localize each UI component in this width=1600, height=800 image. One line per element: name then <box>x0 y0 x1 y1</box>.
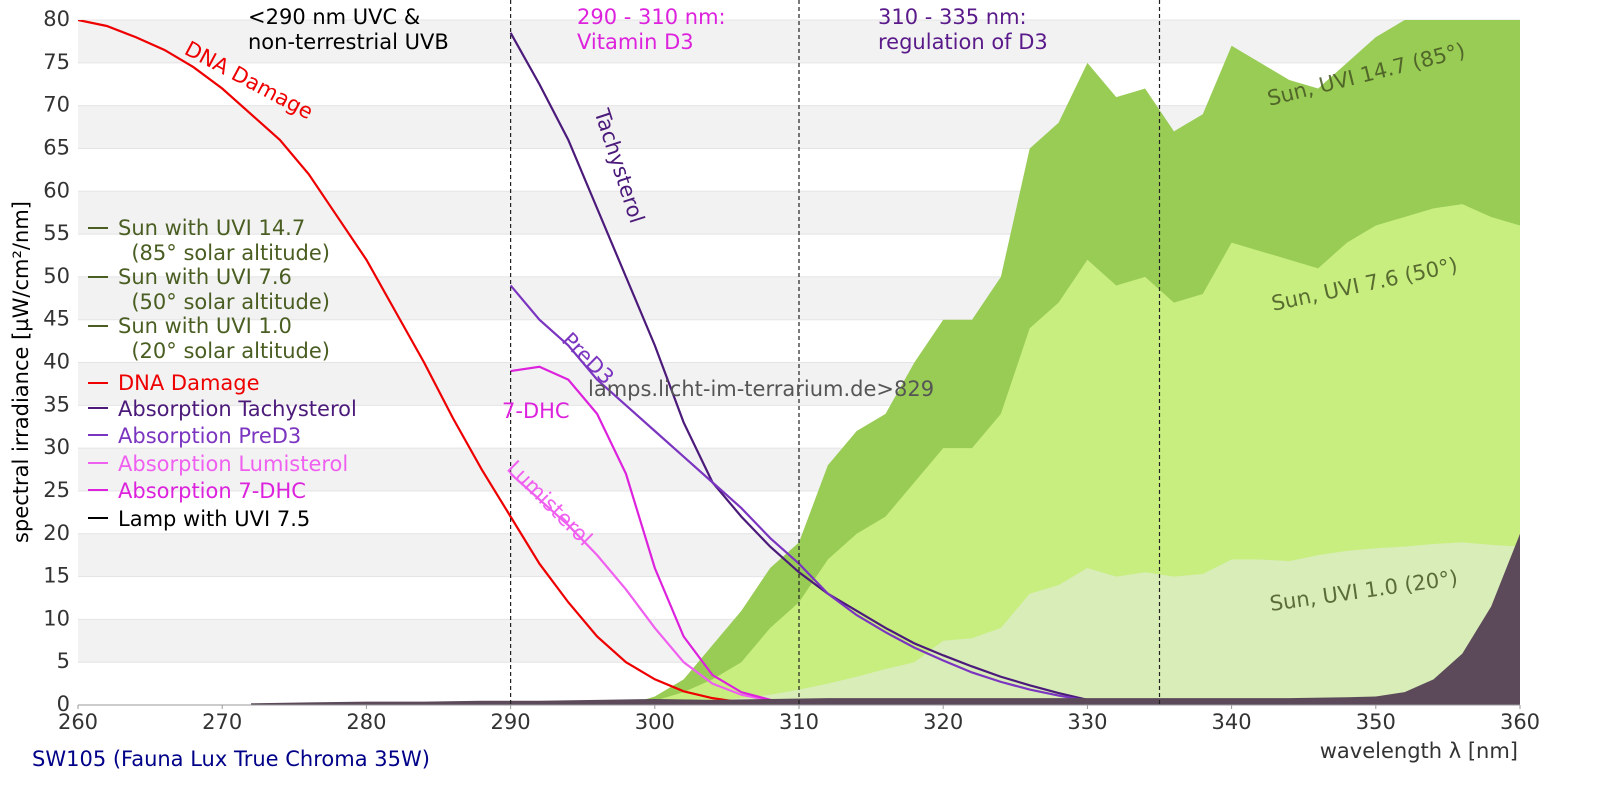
line <box>78 20 742 704</box>
area <box>597 542 1520 705</box>
y-axis-title: spectral irradiance [µW/cm²/nm] <box>9 201 33 543</box>
legend-symbol <box>88 382 108 384</box>
y-tick-label: 40 <box>43 350 70 374</box>
x-axis-title: wavelength λ [nm] <box>1320 739 1518 763</box>
y-tick-label: 15 <box>43 564 70 588</box>
legend-symbol <box>88 276 108 278</box>
x-tick-label: 310 <box>779 710 819 734</box>
y-tick-label: 10 <box>43 606 70 630</box>
legend-entry: Sun with UVI 7.6 (50° solar altitude) <box>86 265 357 314</box>
region-annotation: <290 nm UVC & non-terrestrial UVB <box>248 5 449 54</box>
legend-label: Absorption 7-DHC <box>118 479 306 503</box>
y-tick-label: 50 <box>43 264 70 288</box>
x-tick-label: 280 <box>346 710 386 734</box>
line <box>509 284 1117 705</box>
legend-entry: Sun with UVI 1.0 (20° solar altitude) <box>86 314 357 363</box>
legend-symbol <box>88 489 108 491</box>
y-tick-label: 30 <box>43 435 70 459</box>
plot-area <box>78 20 1520 705</box>
legend-label: Lamp with UVI 7.5 <box>118 506 311 531</box>
x-tick-label: 270 <box>202 710 242 734</box>
curve-label: 7-DHC <box>502 399 570 423</box>
x-tick-label: 290 <box>491 710 531 734</box>
legend-symbol <box>88 516 108 519</box>
y-tick-label: 5 <box>57 649 70 673</box>
footer: SW105 (Fauna Lux True Chroma 35W) <box>32 747 430 771</box>
legend-entry: Sun with UVI 14.7 (85° solar altitude) <box>86 216 357 265</box>
legend-symbol <box>88 227 108 229</box>
x-tick-label: 260 <box>58 710 98 734</box>
y-tick-label: 70 <box>43 93 70 117</box>
legend-symbol <box>88 406 108 409</box>
legend-label: Sun with UVI 7.6 (50° solar altitude) <box>118 265 330 314</box>
grid-band <box>78 20 1520 63</box>
legend-label: DNA Damage <box>118 371 260 395</box>
legend-label: Sun with UVI 14.7 (85° solar altitude) <box>118 216 330 265</box>
region-annotation: 290 - 310 nm: Vitamin D3 <box>577 5 726 54</box>
legend-label: Sun with UVI 1.0 (20° solar altitude) <box>118 314 330 363</box>
legend-label: Absorption Lumisterol <box>118 451 349 476</box>
x-tick-label: 300 <box>635 710 675 734</box>
legend-symbol <box>88 461 108 464</box>
legend-entry: Absorption PreD3 <box>86 423 357 451</box>
legend-entry: Absorption Lumisterol <box>86 451 357 479</box>
x-tick-label: 360 <box>1500 710 1540 734</box>
watermark: lamps.licht-im-terrarium.de>829 <box>588 377 935 401</box>
legend-entry: Lamp with UVI 7.5 <box>86 506 357 534</box>
y-tick-label: 60 <box>43 178 70 202</box>
line <box>509 32 1117 705</box>
legend-entry: Absorption 7-DHC <box>86 478 357 506</box>
x-tick-label: 330 <box>1067 710 1107 734</box>
legend-entry: DNA Damage <box>86 371 357 396</box>
region-annotation: 310 - 335 nm: regulation of D3 <box>878 5 1048 54</box>
legend: Sun with UVI 14.7 (85° solar altitude) Su… <box>86 216 357 533</box>
y-tick-label: 80 <box>43 7 70 31</box>
legend-label: Absorption PreD3 <box>118 424 302 448</box>
legend-symbol <box>88 325 108 327</box>
x-tick-label: 340 <box>1212 710 1252 734</box>
legend-entry: Absorption Tachysterol <box>86 396 357 424</box>
y-tick-label: 55 <box>43 221 70 245</box>
x-tick-label: 350 <box>1356 710 1396 734</box>
y-tick-label: 65 <box>43 135 70 159</box>
legend-label: Absorption Tachysterol <box>118 396 357 421</box>
x-tick-label: 320 <box>923 710 963 734</box>
y-tick-label: 35 <box>43 392 70 416</box>
legend-symbol <box>88 434 108 436</box>
y-tick-label: 45 <box>43 307 70 331</box>
y-tick-label: 25 <box>43 478 70 502</box>
y-tick-label: 20 <box>43 521 70 545</box>
y-tick-label: 0 <box>57 692 70 716</box>
y-tick-label: 75 <box>43 50 70 74</box>
